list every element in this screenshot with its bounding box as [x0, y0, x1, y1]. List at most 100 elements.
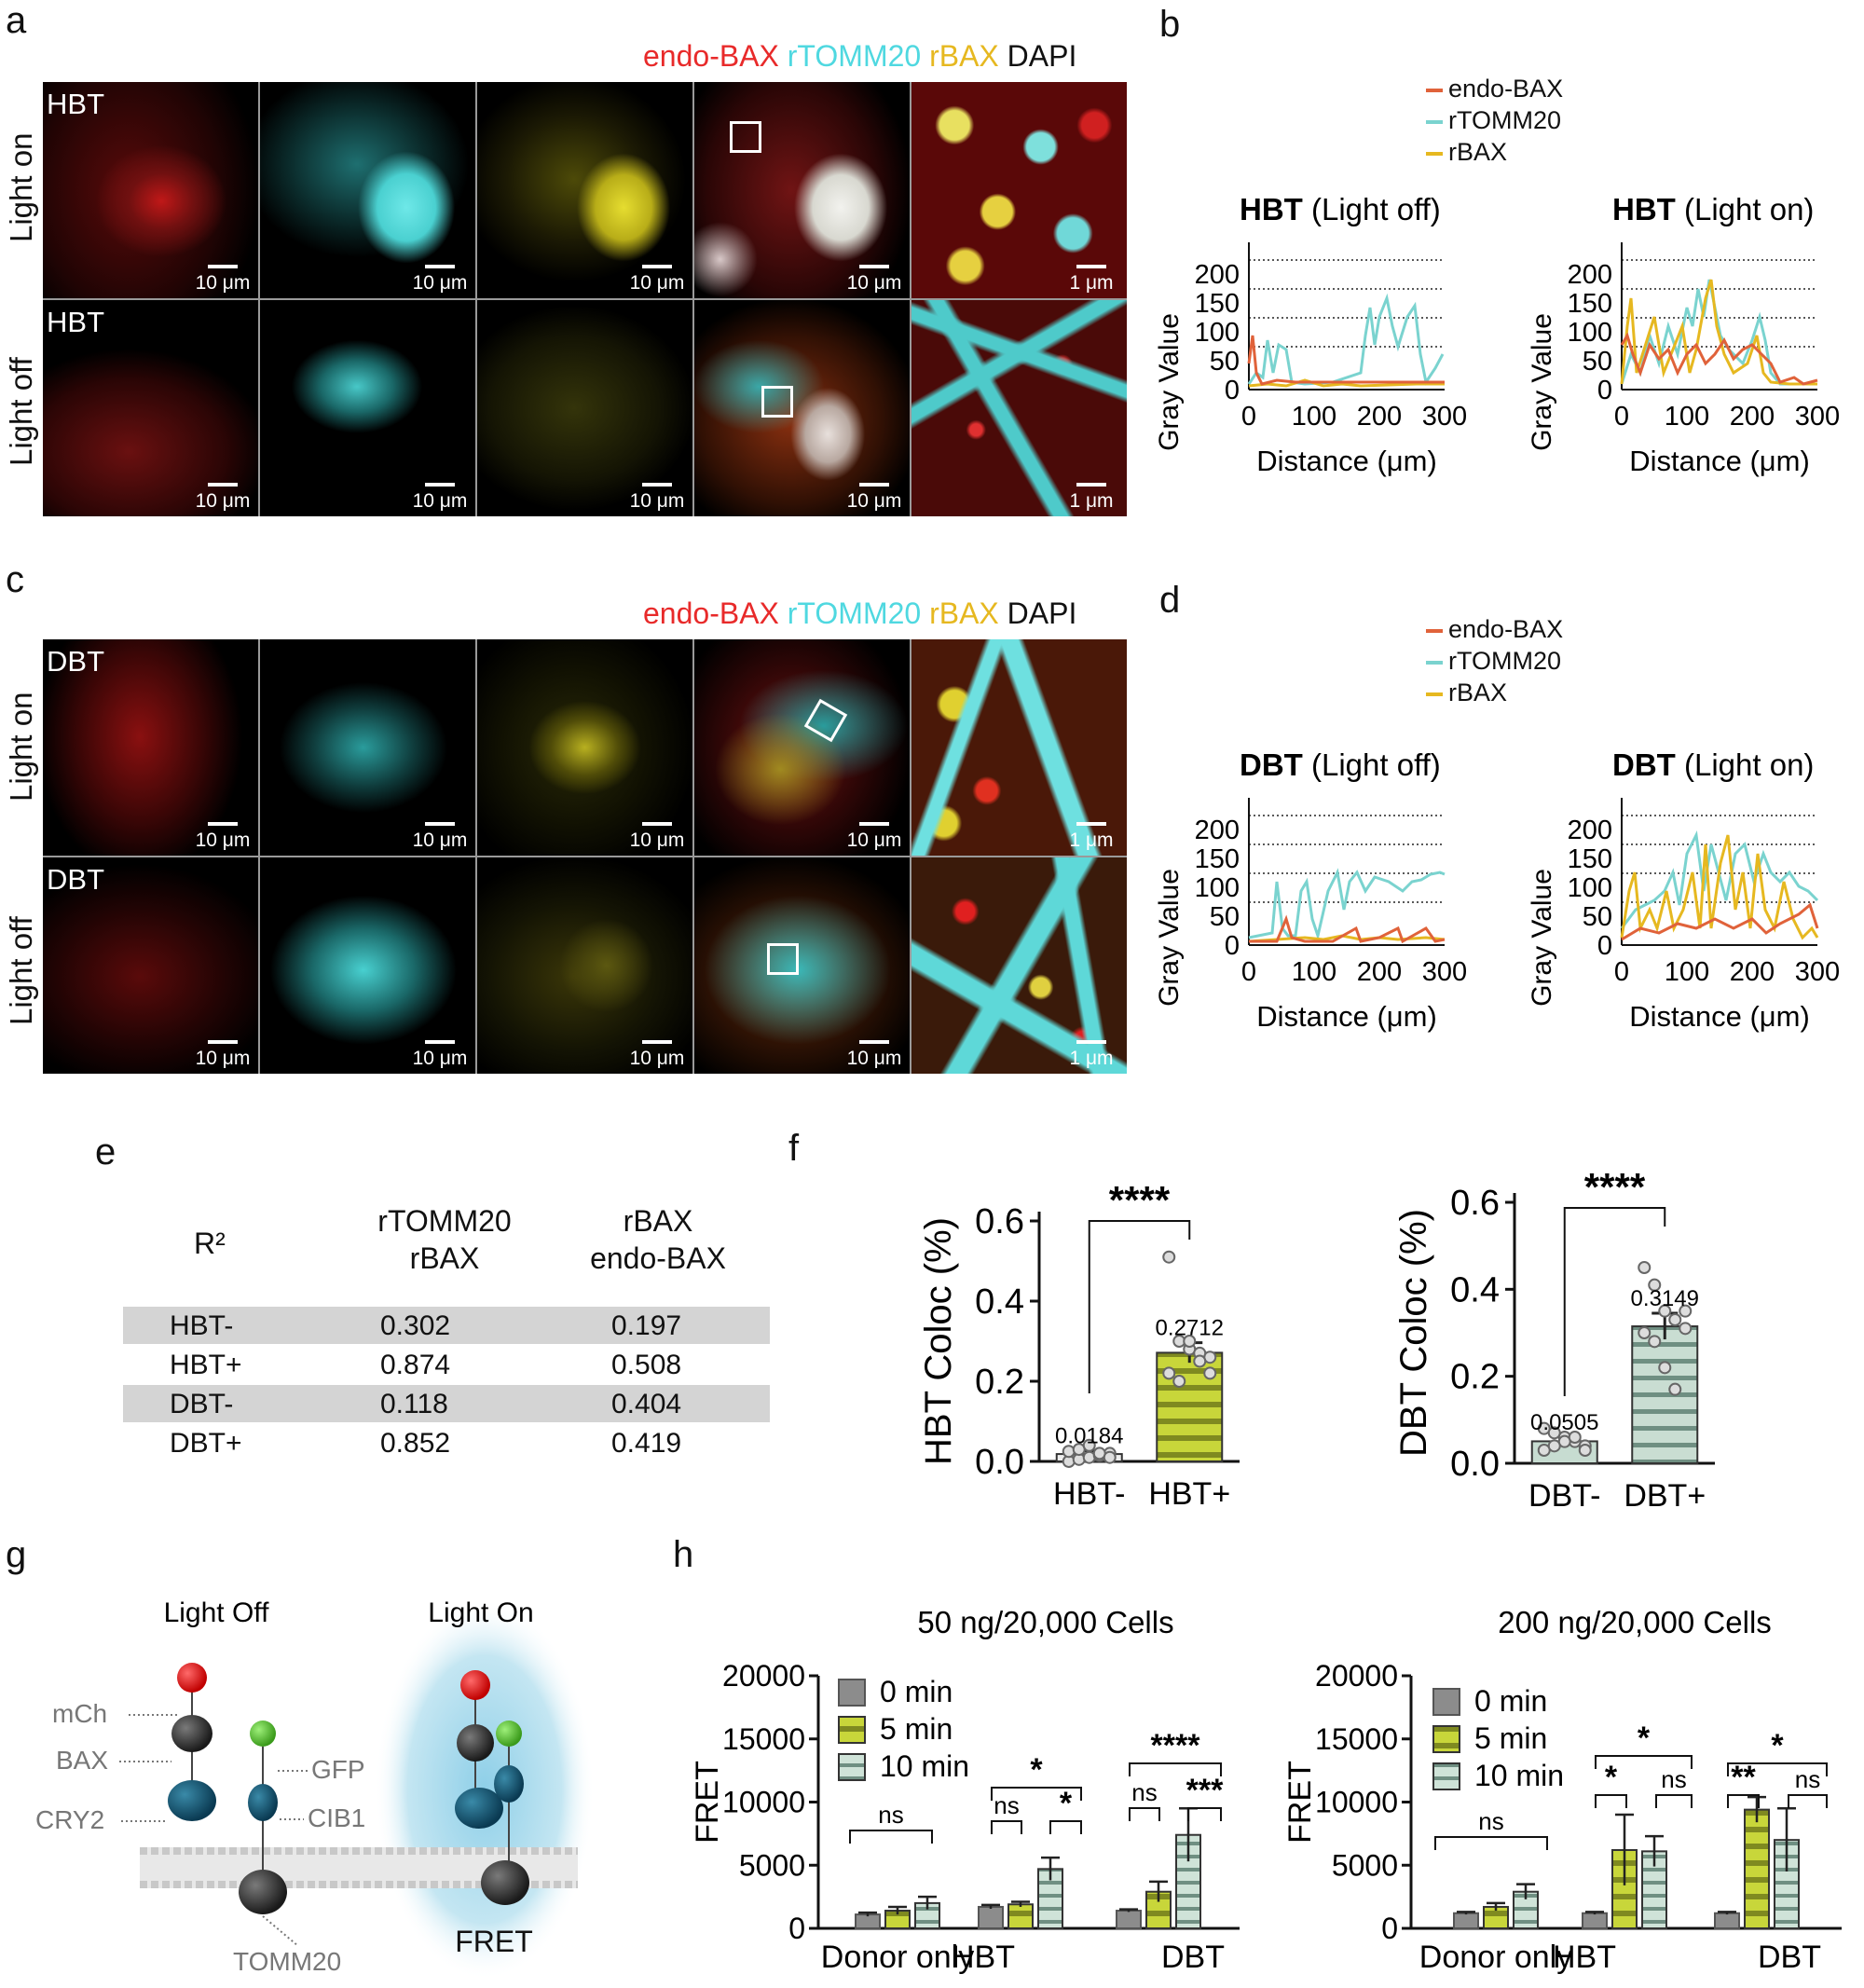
svg-text:0: 0	[1597, 376, 1612, 405]
scale-bar: 10 μm	[191, 1040, 254, 1070]
svg-text:100: 100	[1665, 957, 1709, 987]
micrograph-rtomm20: 10 μm	[260, 82, 475, 298]
profile-plot-dbt-off: DBT (Light off) Gray Value 050100150200 …	[1154, 747, 1467, 1033]
table-header-r2: R²	[194, 1227, 226, 1260]
mch-sphere	[177, 1663, 207, 1693]
bar	[1453, 1912, 1479, 1929]
scale-bar: 10 μm	[191, 265, 254, 295]
legend-entry-rtomm20: rTOMM20	[1426, 106, 1561, 135]
table-row: DBT+ 0.852 0.419	[123, 1424, 770, 1461]
legend-swatch	[1432, 1762, 1460, 1790]
channel-dapi: DAPI	[1007, 596, 1077, 630]
label-bax: BAX	[56, 1746, 108, 1775]
label-cry2: CRY2	[35, 1805, 104, 1834]
svg-text:150: 150	[1195, 289, 1240, 319]
micrograph-zoom: 1 μm	[911, 82, 1127, 298]
micrograph-rtomm20: 10 μm	[260, 300, 475, 516]
significance-bracket	[991, 1820, 1022, 1834]
scale-bar-label: 1 μm	[1069, 272, 1114, 294]
svg-text:200: 200	[1568, 260, 1612, 290]
row-value-1: 0.874	[380, 1350, 451, 1380]
micrograph-rbax: 10 μm	[477, 300, 692, 516]
y-tick-label: 15000	[1315, 1722, 1398, 1756]
trace-endo-bax	[1620, 332, 1818, 386]
svg-text:200: 200	[1357, 402, 1402, 432]
plot-title: DBT (Light off)	[1240, 747, 1441, 782]
svg-text:100: 100	[1195, 318, 1240, 348]
row-tag: HBT	[47, 306, 104, 338]
significance-label: *	[1771, 1728, 1784, 1763]
y-tick-label: 0.2	[1450, 1358, 1500, 1397]
svg-text:200: 200	[1195, 260, 1240, 290]
micrograph-grid-c: DBT 10 μm 10 μm 10 μm 10 μm 1 μm DBT 10 …	[43, 639, 1127, 1074]
trace-rtomm20	[1247, 293, 1445, 386]
panel-letter-h: h	[673, 1534, 694, 1575]
x-tick-label: HBT-	[1053, 1476, 1125, 1512]
legend-entry-rbax: rBAX	[1426, 679, 1507, 707]
bar	[1744, 1808, 1770, 1930]
panel-letter-f: f	[788, 1128, 800, 1169]
svg-text:0: 0	[1225, 931, 1240, 961]
channel-rtomm20: rTOMM20	[787, 596, 922, 630]
bar	[978, 1905, 1004, 1929]
data-point	[1658, 1304, 1672, 1318]
legend-swatch	[838, 1716, 866, 1744]
tomm20-sphere	[239, 1870, 287, 1914]
x-axis-label: Distance (μm)	[1629, 445, 1810, 477]
data-point	[1103, 1450, 1117, 1464]
scale-bar: 10 μm	[408, 822, 472, 852]
legend-label: 10 min	[1474, 1759, 1564, 1792]
data-point	[1568, 1431, 1582, 1444]
significance-bracket	[1595, 1794, 1627, 1808]
panel-letter-d: d	[1159, 580, 1181, 621]
y-tick-label: 0.4	[975, 1282, 1024, 1322]
svg-text:200: 200	[1730, 402, 1775, 432]
scale-bar-label: 10 μm	[412, 1048, 468, 1069]
chart-title: 50 ng/20,000 Cells	[917, 1605, 1173, 1639]
x-axis-label: Distance (μm)	[1256, 445, 1437, 477]
legend-label: 0 min	[1474, 1684, 1547, 1718]
micrograph-rtomm20: 10 μm	[260, 857, 475, 1074]
table-header-col1: rTOMM20 rBAX	[347, 1202, 542, 1277]
row-value-1: 0.118	[380, 1389, 448, 1419]
trace-endo-bax	[1621, 902, 1819, 941]
micrograph-zoom: 1 μm	[911, 300, 1127, 516]
scale-bar: 10 μm	[408, 265, 472, 295]
header-line: rBAX	[409, 1241, 480, 1275]
scale-bar-label: 10 μm	[629, 829, 685, 851]
bar	[1631, 1325, 1699, 1464]
svg-text:50: 50	[1583, 347, 1612, 377]
significance-bracket	[849, 1830, 933, 1844]
micrograph-endo-bax: HBT 10 μm	[43, 300, 258, 516]
svg-text:50: 50	[1210, 347, 1240, 377]
micrograph-zoom: 1 μm	[911, 639, 1127, 856]
significance-label: *	[1638, 1721, 1651, 1756]
svg-text:200: 200	[1195, 816, 1240, 845]
row-label-light-on-c: Light on	[4, 692, 38, 802]
scale-bar-label: 10 μm	[195, 272, 251, 294]
legend-label: 5 min	[1474, 1721, 1547, 1755]
significance-bracket	[1129, 1762, 1222, 1776]
legend-entry-rbax: rBAX	[1426, 138, 1507, 167]
label-tomm20: TOMM20	[233, 1947, 341, 1976]
svg-text:300: 300	[1422, 402, 1467, 432]
legend-label: 5 min	[880, 1712, 953, 1746]
y-axis-label: Gray Value	[1154, 313, 1185, 451]
profile-plot-hbt-off: HBT (Light off) Gray Value 050100150200 …	[1154, 192, 1467, 477]
cib1-sphere	[494, 1765, 524, 1803]
scale-bar-label: 10 μm	[846, 1048, 902, 1069]
fret-chart-200ng: 200 ng/20,000 Cells FRET 0 5000 10000 15000 20…	[1282, 1605, 1842, 1975]
gridlines	[1622, 815, 1817, 903]
scale-bar: 10 μm	[191, 822, 254, 852]
value-label: 0.0505	[1530, 1410, 1598, 1435]
data-point	[1668, 1313, 1682, 1326]
significance-bracket	[991, 1787, 1082, 1801]
roi-box	[761, 386, 793, 418]
schematic-labels: mCh BAX CRY2 GFP CIB1 TOMM20	[35, 1699, 365, 1976]
svg-text:200: 200	[1730, 957, 1775, 987]
value-label: 0.3149	[1631, 1286, 1699, 1311]
scale-bar: 10 μm	[843, 265, 906, 295]
